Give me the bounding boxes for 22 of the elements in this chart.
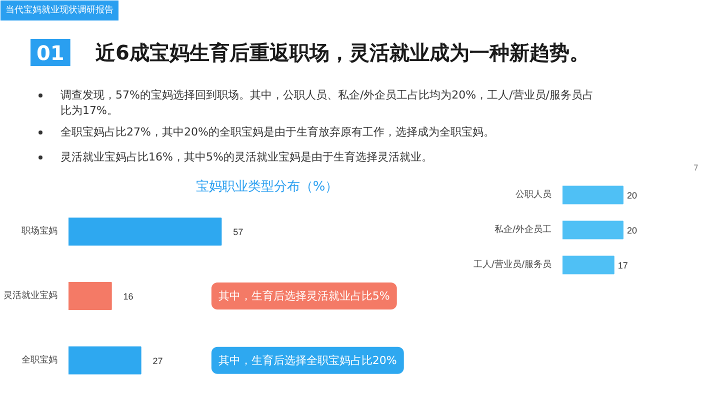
y-tick-label: 工人/营业员/服务员 — [473, 259, 552, 270]
y-tick-label: 公职人员 — [516, 189, 552, 200]
y-tick-label: 职场宝妈 — [22, 226, 58, 237]
annotation: 其中，生育后选择全职宝妈占比20% — [218, 354, 397, 367]
text: 灵活就业宝妈占比16%，其中5%的灵活就业宝妈是由于生育选择灵活就业。 — [60, 150, 432, 164]
y-tick-label: 全职宝妈 — [22, 354, 58, 366]
text: 全职宝妈占比27%，其中20%的全职宝妈是由于生育放弃原有工作，选择成为全职宝妈。 — [60, 126, 494, 138]
text: 当代宝妈就业现状调研报告 — [6, 4, 114, 16]
data-label: 27 — [152, 356, 163, 366]
y-tick-label: 私企/外企员工 — [494, 224, 552, 235]
text: 宝妈职业类型分布（%） — [196, 178, 338, 194]
y-tick-label: 灵活就业宝妈 — [4, 290, 58, 301]
data-label: 20 — [626, 226, 637, 236]
text: 01 — [36, 41, 64, 65]
text: 7 — [693, 164, 699, 172]
annotation: 其中，生育后选择灵活就业占比5% — [218, 290, 390, 302]
data-label: 16 — [123, 292, 134, 302]
data-label: 57 — [233, 227, 244, 238]
data-label: 17 — [618, 260, 628, 270]
data-label: 20 — [626, 190, 637, 200]
text: 调查发现，57%的宝妈选择回到职场。其中，公职人员、私企/外企员工占比均为20%，工人/营业员/服务员占比为17%。 — [60, 88, 594, 118]
text: 近6成宝妈生育后重返职场，灵活就业成为一种新趋势。 — [94, 40, 590, 64]
